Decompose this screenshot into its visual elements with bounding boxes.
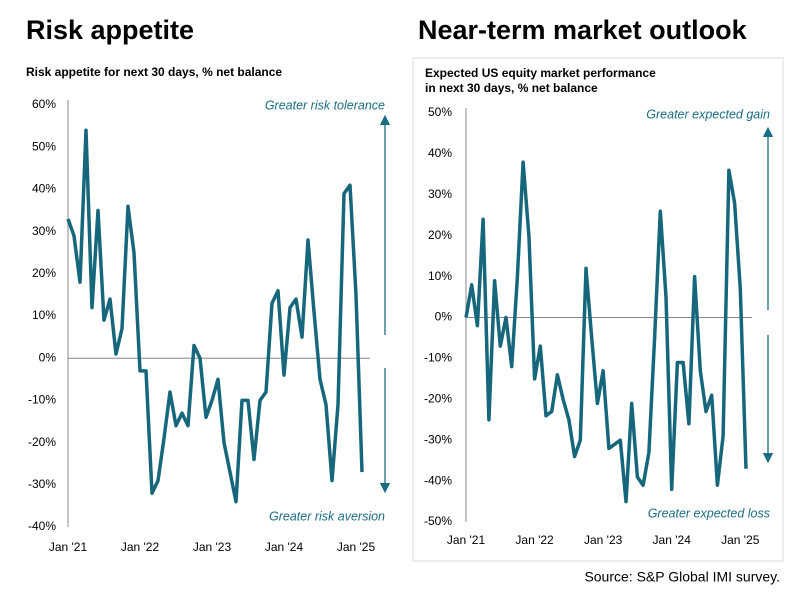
x-tick-label: Jan '22	[121, 540, 160, 554]
data-line	[464, 160, 748, 504]
panel-border	[412, 57, 784, 562]
y-tick-label: 0%	[39, 350, 57, 364]
y-tick-label: -10%	[424, 351, 452, 365]
y-tick-label: 40%	[428, 146, 452, 160]
y-tick-label: 10%	[428, 269, 452, 283]
y-tick-label: -40%	[424, 473, 452, 487]
chart-heading: Near-term market outlook	[418, 15, 748, 45]
annotation: Greater expected gain	[646, 107, 770, 121]
x-tick-label: Jan '23	[193, 540, 232, 554]
x-tick-label: Jan '24	[653, 533, 692, 547]
y-tick-label: 50%	[32, 139, 56, 153]
y-tick-label: 30%	[32, 224, 56, 238]
y-tick-label: -30%	[28, 477, 56, 491]
y-tick-label: -20%	[28, 435, 56, 449]
x-tick-label: Jan '24	[265, 540, 304, 554]
y-tick-label: 20%	[32, 266, 56, 280]
y-tick-label: 60%	[32, 97, 56, 111]
y-tick-label: 20%	[428, 228, 452, 242]
x-tick-label: Jan '25	[721, 533, 760, 547]
y-tick-label: -30%	[424, 432, 452, 446]
y-tick-label: 50%	[428, 105, 452, 119]
y-tick-label: 10%	[32, 308, 56, 322]
x-tick-label: Jan '21	[447, 533, 486, 547]
y-tick-label: -50%	[424, 514, 452, 528]
x-tick-label: Jan '25	[337, 540, 376, 554]
y-tick-label: -40%	[28, 519, 56, 533]
y-tick-label: 30%	[428, 187, 452, 201]
x-tick-label: Jan '21	[49, 540, 88, 554]
x-tick-label: Jan '22	[515, 533, 554, 547]
y-tick-label: -20%	[424, 391, 452, 405]
chart-subtitle: in next 30 days, % net balance	[425, 81, 598, 95]
y-tick-label: 40%	[32, 182, 56, 196]
annotation: Greater expected loss	[648, 506, 770, 520]
y-tick-label: 0%	[435, 310, 453, 324]
y-tick-label: -10%	[28, 393, 56, 407]
data-line	[66, 128, 364, 504]
annotation: Greater risk aversion	[269, 509, 385, 523]
chart-subtitle: Expected US equity market performance	[425, 66, 656, 80]
x-tick-label: Jan '23	[584, 533, 623, 547]
source: Source: S&P Global IMI survey.	[584, 569, 780, 585]
annotation: Greater risk tolerance	[265, 98, 385, 112]
chart-subtitle: Risk appetite for next 30 days, % net ba…	[26, 65, 282, 79]
chart-heading: Risk appetite	[26, 15, 194, 45]
